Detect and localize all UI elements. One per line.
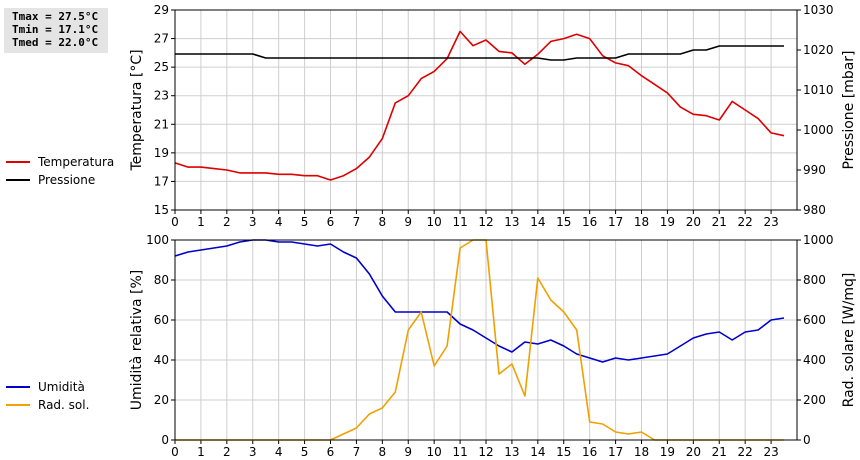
chart2-x-tick-label: 5: [301, 445, 309, 459]
chart1-series-temperatura: [174, 30, 785, 181]
chart2-x-tick-label: 17: [608, 445, 623, 459]
chart2-y2-tick-label: 200: [803, 393, 826, 407]
chart1-x-tick-label: 11: [452, 215, 467, 229]
chart1-series-pressione: [175, 45, 784, 61]
chart1-y-axis-title: Temperatura [°C]: [129, 49, 145, 171]
chart1-x-tick-label: 14: [530, 215, 545, 229]
chart1-x-tick-label: 9: [404, 215, 412, 229]
chart2-y2-tick-label: 1000: [803, 233, 834, 247]
chart2-x-tick-label: 1: [197, 445, 205, 459]
chart2-y-tick-label: 100: [146, 233, 169, 247]
chart1-x-tick-label: 18: [634, 215, 649, 229]
chart2-y2-tick-label: 400: [803, 353, 826, 367]
tmed-label: Tmed = 22.0°C: [12, 36, 99, 49]
chart2-x-tick-label: 19: [660, 445, 675, 459]
chart1-x-tick-label: 19: [660, 215, 675, 229]
chart1-x-tick-label: 3: [249, 215, 257, 229]
chart2-x-tick-label: 21: [712, 445, 727, 459]
chart1-x-tick-label: 2: [223, 215, 231, 229]
chart1-x-tick-label: 16: [582, 215, 597, 229]
chart1-frame: [174, 9, 798, 211]
chart1-y-tick-label: 19: [154, 146, 169, 160]
chart2-x-tick-label: 6: [327, 445, 335, 459]
chart2-x-tick-label: 3: [249, 445, 257, 459]
chart2-x-tick-label: 4: [275, 445, 283, 459]
chart1-x-tick-label: 0: [171, 215, 179, 229]
chart1-x-tick-label: 5: [301, 215, 309, 229]
chart2-y2-tick-label: 600: [803, 313, 826, 327]
chart2-x-tick-label: 7: [353, 445, 361, 459]
chart2-y-tick-label: 0: [161, 433, 169, 447]
chart1-y2-tick-label: 990: [803, 163, 826, 177]
chart1-x-tick-label: 13: [504, 215, 519, 229]
chart2-legend-label: Rad. sol.: [38, 398, 89, 412]
chart2-x-tick-label: 8: [379, 445, 387, 459]
chart2-x-tick-label: 22: [738, 445, 753, 459]
chart1-y-tick-label: 15: [154, 203, 169, 217]
chart1-y-tick-label: 25: [154, 60, 169, 74]
chart1-y2-tick-label: 1000: [803, 123, 834, 137]
tmin-label: Tmin = 17.1°C: [12, 23, 99, 36]
chart2-x-tick-label: 12: [478, 445, 493, 459]
chart1-y-tick-label: 29: [154, 3, 169, 17]
chart2-legend-label: Umidità: [38, 380, 85, 394]
chart1-y2-tick-label: 1010: [803, 83, 834, 97]
chart2-y-tick-label: 40: [154, 353, 169, 367]
chart1-y-tick-label: 27: [154, 32, 169, 46]
chart2-x-tick-label: 2: [223, 445, 231, 459]
chart1-x-tick-label: 1: [197, 215, 205, 229]
chart2-series-umidit-: [174, 239, 785, 363]
chart2-x-tick-label: 13: [504, 445, 519, 459]
chart2-x-tick-label: 23: [763, 445, 778, 459]
chart2-x-tick-label: 18: [634, 445, 649, 459]
chart2-x-tick-label: 20: [686, 445, 701, 459]
stats-box: Tmax = 27.5°C Tmin = 17.1°C Tmed = 22.0°…: [4, 8, 108, 53]
chart1-y2-tick-label: 980: [803, 203, 826, 217]
chart1-x-tick-label: 7: [353, 215, 361, 229]
chart1-y-tick-label: 23: [154, 89, 169, 103]
chart2-x-tick-label: 15: [556, 445, 571, 459]
tmax-label: Tmax = 27.5°C: [12, 10, 99, 23]
chart2-y-tick-label: 20: [154, 393, 169, 407]
chart1-x-tick-label: 8: [379, 215, 387, 229]
chart2-y2-tick-label: 0: [803, 433, 811, 447]
chart1-x-tick-label: 15: [556, 215, 571, 229]
chart2-x-tick-label: 10: [427, 445, 442, 459]
chart2-y-tick-label: 60: [154, 313, 169, 327]
chart1-x-tick-label: 22: [738, 215, 753, 229]
chart1-x-tick-label: 20: [686, 215, 701, 229]
chart2-x-tick-label: 9: [404, 445, 412, 459]
chart2-x-tick-label: 16: [582, 445, 597, 459]
chart1-y2-tick-label: 1020: [803, 43, 834, 57]
chart1-y2-tick-label: 1030: [803, 3, 834, 17]
chart2-y-tick-label: 80: [154, 273, 169, 287]
chart2-y-axis-title: Umidità relativa [%]: [129, 270, 145, 411]
chart2-frame: [174, 239, 798, 441]
chart2-y2-tick-label: 800: [803, 273, 826, 287]
chart2-x-tick-label: 11: [452, 445, 467, 459]
chart1-x-tick-label: 12: [478, 215, 493, 229]
chart2-x-tick-label: 14: [530, 445, 545, 459]
chart2-y2-axis-title: Rad. solare [W/mq]: [841, 273, 857, 408]
chart1-y-tick-label: 17: [154, 174, 169, 188]
chart1-x-tick-label: 10: [427, 215, 442, 229]
chart1-legend-label: Temperatura: [37, 155, 114, 169]
chart1-x-tick-label: 17: [608, 215, 623, 229]
chart1-x-tick-label: 6: [327, 215, 335, 229]
chart2-series-rad-sol-: [175, 239, 784, 441]
chart1-x-tick-label: 23: [763, 215, 778, 229]
chart2-x-tick-label: 0: [171, 445, 179, 459]
chart1-x-tick-label: 4: [275, 215, 283, 229]
chart1-legend-label: Pressione: [38, 173, 95, 187]
chart1-x-tick-label: 21: [712, 215, 727, 229]
chart1-y-tick-label: 21: [154, 117, 169, 131]
chart1-y2-axis-title: Pressione [mbar]: [841, 50, 857, 169]
